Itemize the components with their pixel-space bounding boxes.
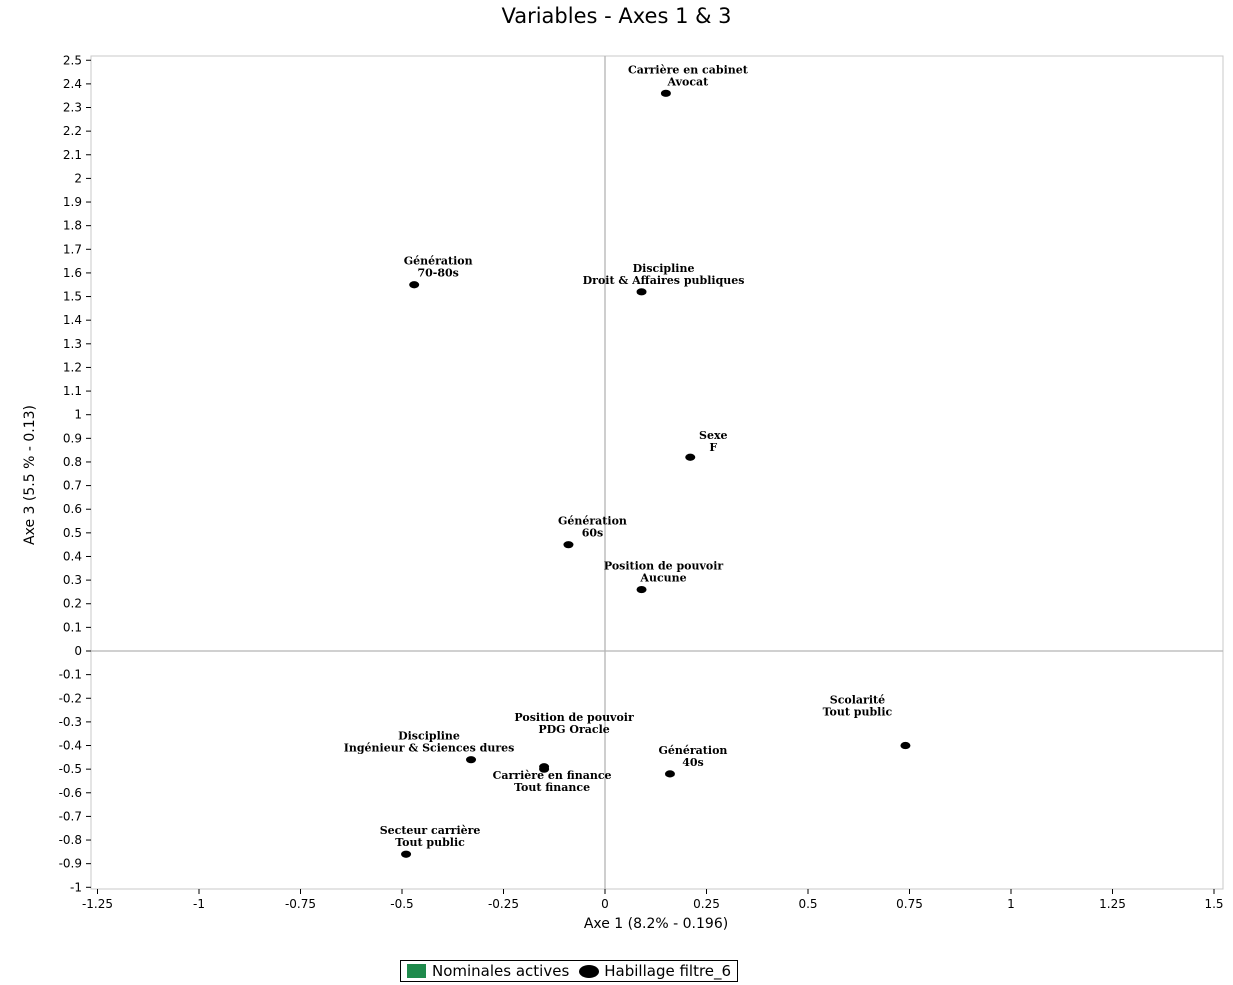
x-tick-label: 0.25 xyxy=(693,897,720,911)
y-tick-label: 2.3 xyxy=(63,101,82,115)
data-point xyxy=(409,281,420,289)
y-tick-label: 2.4 xyxy=(63,77,82,91)
point-label: Position de pouvoir xyxy=(514,711,634,724)
y-tick-label: 0.2 xyxy=(63,597,82,611)
point-label: Tout finance xyxy=(514,781,590,794)
point-label: Secteur carrière xyxy=(380,824,481,837)
point-label: Position de pouvoir xyxy=(604,560,724,573)
y-tick-label: 0.8 xyxy=(63,455,82,469)
legend-item-habillage: Habillage filtre_6 xyxy=(579,962,731,980)
y-tick-label: 0.1 xyxy=(63,620,82,634)
y-tick-label: -0.1 xyxy=(59,668,82,682)
data-point xyxy=(636,288,647,296)
y-tick-label: -0.2 xyxy=(59,691,82,705)
plot-frame xyxy=(90,55,1224,890)
data-point xyxy=(685,453,696,461)
x-tick-label: -0.5 xyxy=(390,897,413,911)
legend: Nominales actives Habillage filtre_6 xyxy=(400,960,739,982)
x-tick-label: -0.25 xyxy=(488,897,519,911)
x-tick-label: -1 xyxy=(193,897,205,911)
x-tick-label: -1.25 xyxy=(82,897,113,911)
point-label: Avocat xyxy=(667,75,710,88)
y-tick-label: -1 xyxy=(70,880,82,894)
data-point xyxy=(466,756,477,764)
y-tick-label: 2.5 xyxy=(63,53,82,67)
y-tick-label: 2.1 xyxy=(63,148,82,162)
y-axis-title: Axe 3 (5.5 % - 0.13) xyxy=(22,405,38,545)
point-label: Ingénieur & Sciences dures xyxy=(344,742,515,755)
legend-square-marker xyxy=(407,964,426,978)
legend-label-nominales: Nominales actives xyxy=(432,962,570,980)
y-tick-label: 1.7 xyxy=(63,242,82,256)
x-tick-label: 0.75 xyxy=(896,897,923,911)
point-label: 40s xyxy=(682,756,704,769)
point-label: 60s xyxy=(582,527,604,540)
point-label: Carrière en cabinet xyxy=(628,63,749,76)
point-label: Discipline xyxy=(633,262,695,275)
y-tick-label: 1.1 xyxy=(63,384,82,398)
y-tick-label: 1 xyxy=(74,408,82,422)
point-label: Génération xyxy=(659,744,728,757)
y-tick-label: 0.6 xyxy=(63,502,82,516)
data-point xyxy=(401,850,412,858)
y-tick-label: 1.2 xyxy=(63,360,82,374)
data-point xyxy=(660,89,671,97)
point-label: Sexe xyxy=(699,429,728,442)
point-label: F xyxy=(709,441,717,454)
point-label: Discipline xyxy=(398,730,460,743)
y-tick-label: -0.8 xyxy=(59,833,82,847)
y-tick-label: 1.5 xyxy=(63,290,82,304)
data-point xyxy=(900,741,911,750)
point-label: Carrière en finance xyxy=(493,769,612,782)
chart-title: Variables - Axes 1 & 3 xyxy=(501,4,732,28)
y-tick-label: 2.2 xyxy=(63,124,82,138)
y-tick-label: 0.3 xyxy=(63,573,82,587)
data-point xyxy=(539,765,550,773)
x-tick-label: 1 xyxy=(1007,897,1015,911)
x-tick-label: 1.25 xyxy=(1099,897,1126,911)
point-label: 70-80s xyxy=(417,267,458,280)
point-label: Génération xyxy=(558,515,627,528)
y-tick-label: -0.4 xyxy=(59,739,82,753)
point-label: Scolarité xyxy=(830,694,885,707)
data-point xyxy=(636,585,647,594)
y-tick-label: 1.4 xyxy=(63,313,82,327)
data-point xyxy=(664,770,675,778)
point-label: Tout public xyxy=(823,706,893,719)
x-tick-label: -0.75 xyxy=(285,897,316,911)
point-label: PDG Oracle xyxy=(538,723,609,736)
x-axis-title: Axe 1 (8.2% - 0.196) xyxy=(584,916,728,932)
x-tick-label: 1.5 xyxy=(1204,897,1223,911)
y-tick-label: -0.6 xyxy=(59,786,82,800)
point-label: Génération xyxy=(404,255,473,268)
data-point xyxy=(563,541,574,549)
point-label: Droit & Affaires publiques xyxy=(583,274,745,287)
y-tick-label: -0.9 xyxy=(59,857,82,871)
y-tick-label: 2 xyxy=(74,171,82,185)
y-tick-label: 0 xyxy=(74,644,82,658)
y-tick-label: 0.4 xyxy=(63,549,82,563)
y-tick-label: 1.6 xyxy=(63,266,82,280)
legend-label-habillage: Habillage filtre_6 xyxy=(604,962,732,980)
point-label: Aucune xyxy=(639,572,686,585)
y-tick-label: -0.3 xyxy=(59,715,82,729)
y-tick-label: -0.5 xyxy=(59,762,82,776)
y-tick-label: 1.3 xyxy=(63,337,82,351)
y-tick-label: 1.9 xyxy=(63,195,82,209)
y-tick-label: 0.9 xyxy=(63,431,82,445)
point-label: Tout public xyxy=(395,836,465,849)
legend-item-nominales: Nominales actives xyxy=(407,962,569,980)
y-tick-label: 0.5 xyxy=(63,526,82,540)
y-tick-label: 1.8 xyxy=(63,219,82,233)
y-tick-label: -0.7 xyxy=(59,809,82,823)
x-tick-label: 0 xyxy=(601,897,609,911)
x-tick-label: 0.5 xyxy=(798,897,817,911)
legend-circle-marker xyxy=(579,964,600,978)
y-tick-label: 0.7 xyxy=(63,479,82,493)
